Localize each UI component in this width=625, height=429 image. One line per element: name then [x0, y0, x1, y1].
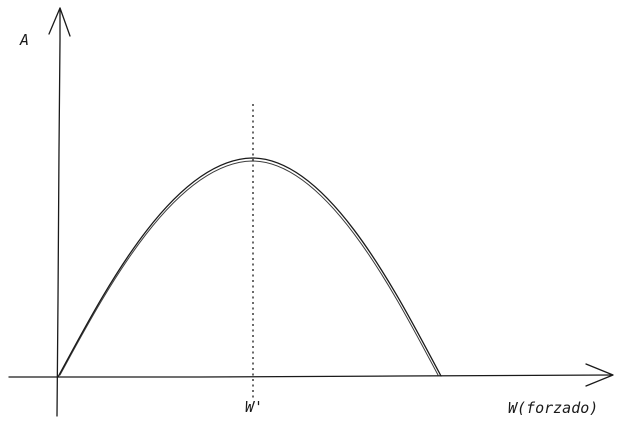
y-axis-label: A: [19, 31, 29, 49]
y-axis-arrowhead: [48, 7, 71, 37]
resonance-curve-overstroke: [59, 160, 439, 376]
resonance-curve: [57, 157, 442, 378]
y-axis: [56, 7, 61, 417]
peak-label: W': [245, 398, 263, 416]
x-axis-label: W(forzado): [508, 399, 598, 417]
x-axis-arrowhead: [585, 363, 614, 387]
x-axis: [8, 374, 613, 378]
